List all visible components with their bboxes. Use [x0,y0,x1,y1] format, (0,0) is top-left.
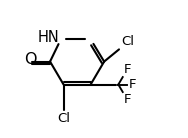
Text: Cl: Cl [57,112,70,125]
Text: Cl: Cl [122,35,135,48]
Text: F: F [124,63,132,76]
Text: O: O [24,52,37,67]
Text: F: F [124,93,132,106]
Text: HN: HN [38,30,60,45]
Text: F: F [128,78,136,91]
